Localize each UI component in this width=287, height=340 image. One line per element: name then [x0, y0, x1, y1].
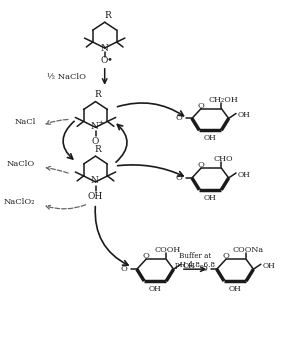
- Text: OH: OH: [238, 171, 251, 179]
- Text: NaCl: NaCl: [14, 118, 36, 126]
- Text: O: O: [222, 252, 229, 260]
- Text: O: O: [176, 115, 183, 122]
- Text: O: O: [100, 56, 107, 65]
- Text: OH: OH: [88, 192, 103, 201]
- Text: N: N: [101, 44, 109, 52]
- Text: OH: OH: [204, 134, 217, 142]
- Text: NaClO: NaClO: [7, 160, 35, 168]
- Text: R: R: [104, 11, 111, 20]
- Text: NaClO₂: NaClO₂: [3, 198, 35, 206]
- Text: O: O: [121, 265, 128, 273]
- Text: OH: OH: [183, 262, 195, 270]
- Text: O: O: [143, 252, 150, 260]
- Text: O: O: [92, 137, 99, 146]
- Text: OH: OH: [263, 262, 276, 270]
- Text: Buffer at
pH 4.8–6.8: Buffer at pH 4.8–6.8: [175, 252, 215, 269]
- Text: O: O: [198, 102, 205, 109]
- Text: COONa: COONa: [232, 246, 263, 254]
- Text: R: R: [95, 145, 102, 154]
- Text: N: N: [91, 122, 98, 131]
- Text: O: O: [176, 174, 183, 182]
- Text: •: •: [106, 55, 112, 64]
- Text: OH: OH: [149, 285, 162, 293]
- Text: COOH: COOH: [155, 246, 181, 254]
- Text: O: O: [201, 265, 208, 273]
- Text: ½ NaClO: ½ NaClO: [47, 73, 86, 81]
- Text: CHO: CHO: [213, 155, 233, 163]
- Text: OH: OH: [238, 112, 251, 119]
- Text: +: +: [97, 119, 103, 128]
- Text: CH₂OH: CH₂OH: [208, 96, 238, 104]
- Text: N: N: [91, 176, 98, 185]
- Text: OH: OH: [204, 194, 217, 202]
- Text: O: O: [198, 161, 205, 169]
- Text: OH: OH: [229, 285, 241, 293]
- Text: R: R: [95, 90, 102, 99]
